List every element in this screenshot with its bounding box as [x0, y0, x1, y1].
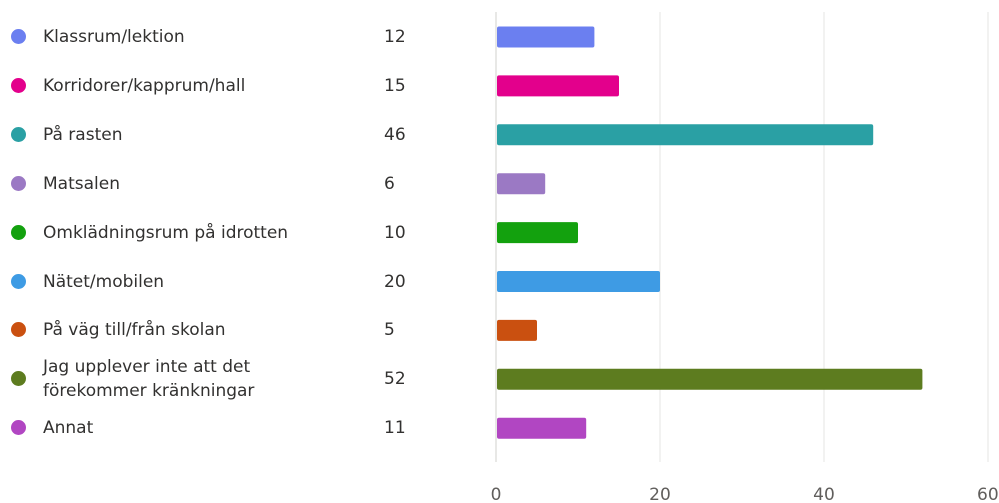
legend-dot-icon [11, 175, 26, 191]
legend-dot-icon [11, 126, 26, 142]
bar-6[interactable] [497, 271, 660, 292]
category-value: 6 [384, 173, 395, 194]
legend-dot-icon [11, 322, 26, 338]
category-label: Matsalen [43, 173, 120, 194]
legend-row: Korridorer/kapprum/hall 15 [0, 74, 420, 98]
bar-8[interactable] [497, 368, 923, 390]
category-value: 11 [384, 418, 406, 439]
category-value: 52 [384, 369, 406, 390]
bar-9[interactable] [497, 417, 587, 439]
legend-row: Matsalen 6 [0, 172, 420, 196]
x-tick-label: 60 [977, 485, 999, 503]
bar-4[interactable] [497, 173, 546, 195]
category-value: 5 [384, 320, 395, 341]
x-tick-label: 40 [813, 485, 835, 503]
category-label: Korridorer/kapprum/hall [43, 75, 246, 96]
bar-5[interactable] [497, 222, 578, 244]
legend-row: Omklädningsrum på idrotten 10 [0, 221, 420, 245]
category-label: På rasten [43, 124, 123, 145]
category-label: Jag upplever inte att det förekommer krä… [43, 357, 255, 402]
legend-dot-icon [11, 224, 26, 240]
legend-row: På väg till/från skolan 5 [0, 318, 420, 342]
legend-dot-icon [11, 77, 26, 93]
category-value: 12 [384, 27, 406, 47]
legend-row: Klassrum/lektion 12 [0, 25, 420, 49]
legend-dot-icon [11, 420, 26, 436]
x-tick-label: 0 [491, 485, 502, 503]
x-tick-label: 20 [649, 485, 671, 503]
bar-1[interactable] [497, 26, 595, 48]
legend-row: Annat 11 [0, 416, 420, 440]
legend-row: Nätet/mobilen 20 [0, 270, 420, 294]
category-label: På väg till/från skolan [43, 320, 226, 341]
category-value: 46 [384, 124, 406, 145]
category-label: Annat [43, 418, 94, 439]
bar-3[interactable] [497, 124, 874, 146]
category-value: 10 [384, 222, 406, 243]
category-value: 15 [384, 75, 406, 96]
legend-row: Jag upplever inte att det förekommer krä… [0, 357, 420, 401]
bar-2[interactable] [497, 75, 619, 97]
legend-row: På rasten 46 [0, 123, 420, 147]
category-label: Klassrum/lektion [43, 27, 185, 47]
bar-7[interactable] [497, 319, 537, 341]
category-label: Nätet/mobilen [43, 271, 165, 292]
legend-dot-icon [11, 371, 26, 387]
legend-dot-icon [11, 29, 26, 44]
category-value: 20 [384, 271, 406, 292]
category-label: Omklädningsrum på idrotten [43, 222, 289, 243]
legend-dot-icon [11, 273, 26, 289]
